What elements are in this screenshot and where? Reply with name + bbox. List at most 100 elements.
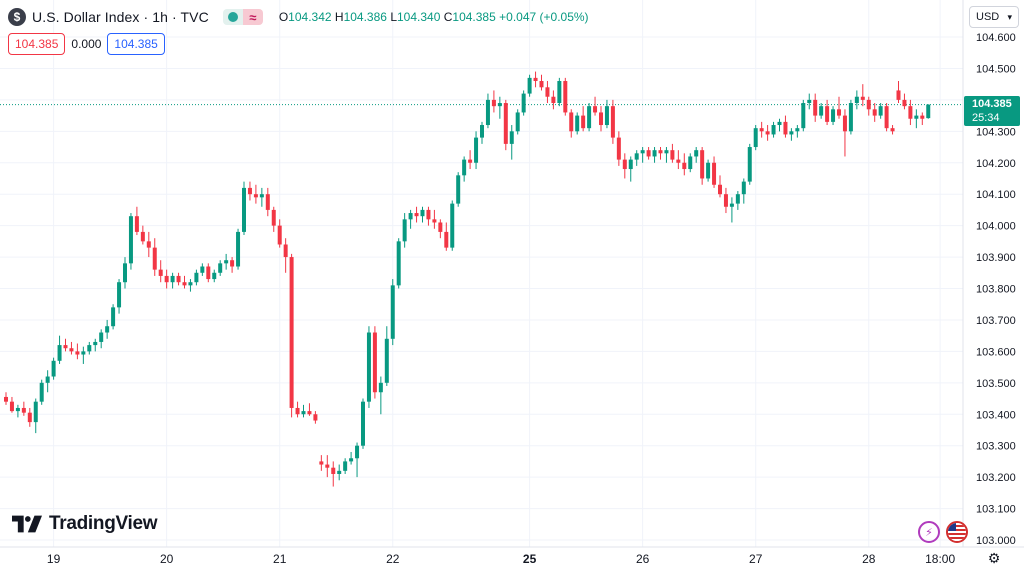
candle-body [69,348,74,352]
candle-body [622,159,627,170]
sell-button[interactable]: 104.385 [8,33,66,55]
candle [741,178,746,204]
candle-body [926,104,931,119]
candle [51,357,56,380]
candle [140,225,145,245]
candle [200,263,205,276]
flag-graphic [948,523,966,541]
price-tick-label: 103.700 [976,315,1016,327]
candle-body [218,263,223,273]
candle [854,90,859,110]
candle-body [497,103,502,107]
candle [848,99,853,135]
candle [289,253,294,418]
candle [551,90,556,110]
candle [801,99,806,132]
candle-body [575,115,580,132]
dollar-icon: $ [8,8,26,26]
price-axis[interactable]: 104.600104.500104.400104.300104.200104.1… [976,32,1016,547]
candle-body [664,150,669,154]
time-tick-label: 20 [160,552,174,566]
candle-body [801,103,806,129]
candle-body [45,376,50,383]
candle-body [438,222,443,232]
candle-body [212,272,217,280]
buy-button[interactable]: 104.385 [107,33,165,55]
candle [444,222,449,251]
candle-body [182,282,187,286]
candle [789,128,794,141]
candle [408,209,413,229]
candle [884,103,889,132]
candle [21,401,26,416]
price-tick-label: 104.000 [976,221,1016,233]
candle [908,99,913,126]
candle-body [593,106,598,113]
last-price-tag: 104.385 25:34 [964,96,1020,126]
candle-body [105,326,110,333]
price-tick-label: 104.300 [976,126,1016,138]
candle-body [890,128,895,132]
candle [212,269,217,283]
candle-body [319,461,324,465]
candle [93,338,98,352]
candle-body [134,216,139,232]
time-tick-label: 19 [47,552,61,566]
candle-body [920,115,925,119]
candle [218,260,223,276]
candle [4,392,8,405]
legend-header: $ U.S. Dollar Index · 1h · TVC ≈ O104.34… [8,6,589,28]
tradingview-logo[interactable]: TradingView [12,513,158,535]
candle [105,319,110,339]
price-tick-label: 104.200 [976,158,1016,170]
candle [33,398,38,434]
candle-body [176,275,181,283]
candle-body [652,150,657,157]
candle [426,206,431,226]
candle [378,376,383,415]
candle-body [57,345,62,361]
candle [694,147,699,163]
candle [420,206,425,223]
candle [664,147,669,163]
currency-dropdown[interactable]: USD ▾ [969,6,1019,28]
candle [735,191,740,210]
candle [581,106,586,132]
candle [700,147,705,185]
candle-body [789,131,794,135]
candle [283,238,288,273]
candle [860,84,865,107]
candle [527,74,532,97]
candle [539,74,544,91]
candle-body [842,115,847,132]
time-axis[interactable]: 19 20 21 22 25 26 27 28 18:00 [47,552,956,566]
candle-body [658,150,663,154]
candle-body [426,209,431,220]
gear-icon[interactable]: ⚙ [987,549,1001,566]
candle [676,150,681,170]
candle [307,403,312,416]
candle [890,125,895,135]
candle [75,343,80,360]
indicator-toggle[interactable]: ≈ [222,9,263,25]
candle-body [361,401,365,446]
candle [236,228,241,270]
candle-body [569,112,574,132]
candle-body [432,219,437,223]
us-flag-icon[interactable] [946,521,968,543]
candle-body [503,103,508,144]
candle-body [640,150,645,154]
price-tick-label: 103.200 [976,472,1016,484]
candle-body [146,241,151,248]
lightning-icon[interactable]: ⚡ [918,521,940,543]
candle [337,464,342,481]
candle [247,181,252,201]
low-value: 104.340 [397,10,441,24]
symbol-title[interactable]: U.S. Dollar Index · 1h · TVC [32,9,209,25]
candle [331,461,336,487]
candle-body [854,96,859,104]
price-tick-label: 104.600 [976,32,1016,44]
candle [57,335,62,364]
price-tick-label: 104.500 [976,63,1016,75]
